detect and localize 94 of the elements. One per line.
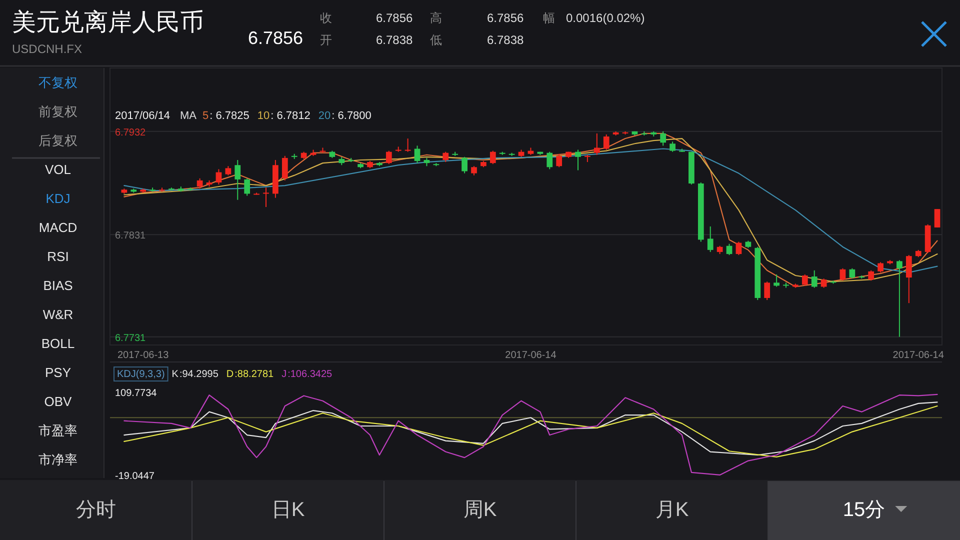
candlestick bbox=[320, 147, 326, 154]
text: 10 bbox=[257, 110, 270, 122]
annotation: : 6.7825 bbox=[210, 110, 250, 122]
text: 周K bbox=[463, 499, 498, 521]
candlestick bbox=[404, 138, 411, 152]
candlestick bbox=[462, 156, 468, 174]
text: 6.7856 bbox=[376, 11, 414, 25]
text: PSY bbox=[44, 365, 72, 380]
legend-title: KDJ(9,3,3) bbox=[117, 369, 165, 380]
candlestick bbox=[386, 150, 392, 165]
text: 6.7838 bbox=[376, 33, 414, 47]
candlestick bbox=[442, 151, 449, 163]
text: KDJ bbox=[46, 191, 70, 206]
annotation: : 6.7800 bbox=[332, 110, 372, 122]
legend-title: MA bbox=[180, 110, 198, 122]
text: MACD bbox=[38, 220, 78, 235]
candlestick bbox=[783, 282, 789, 288]
text: 前复权 bbox=[38, 104, 78, 119]
candlestick bbox=[820, 278, 827, 288]
text: :94.2995 bbox=[179, 369, 219, 380]
y-tick-label: -19.0447 bbox=[115, 471, 155, 482]
candlestick bbox=[594, 132, 600, 156]
candlestick bbox=[707, 226, 714, 252]
candlestick bbox=[736, 241, 742, 256]
text: BOLL bbox=[41, 336, 75, 351]
candlestick bbox=[726, 243, 732, 256]
text: :88.2781 bbox=[234, 369, 274, 380]
x-tick-label: 2017-06-13 bbox=[118, 350, 170, 361]
text: 幅 bbox=[543, 11, 555, 25]
candlestick bbox=[774, 274, 780, 288]
candlestick bbox=[670, 141, 676, 152]
text: 市盈率 bbox=[38, 423, 78, 438]
text: 5 bbox=[202, 110, 209, 122]
y-tick-label: 6.7831 bbox=[115, 230, 146, 242]
candlestick bbox=[849, 268, 856, 280]
text: W&R bbox=[42, 307, 74, 322]
text: 后复权 bbox=[38, 133, 78, 148]
x-tick-label: 2017-06-14 bbox=[505, 350, 557, 361]
candlestick bbox=[906, 254, 912, 304]
y-tick-label: 6.7932 bbox=[115, 127, 146, 138]
x-tick-label: 2017-06-14 bbox=[892, 350, 944, 361]
text: 高 bbox=[430, 11, 442, 25]
candlestick bbox=[575, 149, 581, 171]
text: 15分 bbox=[842, 499, 886, 521]
candlestick bbox=[196, 178, 203, 190]
text: 20 bbox=[318, 110, 331, 122]
candlestick bbox=[282, 155, 288, 181]
annotation: : 6.7812 bbox=[270, 110, 310, 122]
text: 收 bbox=[320, 11, 332, 25]
text: 日K bbox=[271, 499, 306, 521]
y-tick-label: 6.7731 bbox=[115, 332, 146, 344]
candlestick bbox=[878, 262, 884, 273]
candlestick bbox=[811, 270, 818, 288]
candlestick bbox=[840, 268, 846, 282]
candlestick bbox=[660, 130, 666, 146]
text: :106.3425 bbox=[288, 369, 333, 380]
text: RSI bbox=[47, 249, 69, 264]
candlestick bbox=[225, 166, 232, 176]
text: 不复权 bbox=[38, 75, 78, 90]
candlestick bbox=[802, 274, 808, 286]
text: J bbox=[282, 369, 287, 380]
text: K bbox=[172, 369, 179, 380]
text: 0.0016(0.02%) bbox=[566, 11, 645, 25]
text: 分时 bbox=[76, 499, 116, 521]
text: 6.7856 bbox=[487, 11, 524, 25]
candlestick bbox=[414, 145, 420, 164]
candlestick bbox=[868, 270, 874, 282]
candlestick bbox=[556, 153, 562, 168]
candlestick bbox=[934, 208, 940, 228]
chart-subtitle: USDCNH.FX bbox=[12, 42, 82, 56]
candlestick bbox=[546, 151, 553, 170]
candlestick bbox=[263, 187, 269, 208]
candlestick bbox=[603, 134, 610, 150]
text: BIAS bbox=[43, 278, 74, 293]
text: OBV bbox=[44, 394, 72, 409]
text: 开 bbox=[320, 33, 332, 47]
candlestick bbox=[395, 146, 402, 152]
candlestick bbox=[244, 178, 250, 196]
candlestick bbox=[896, 260, 902, 338]
text: 月K bbox=[655, 499, 690, 521]
text: 市净率 bbox=[38, 452, 78, 467]
annotation: 2017/06/14 bbox=[115, 110, 170, 122]
text: 低 bbox=[430, 33, 442, 47]
y-tick-label: 109.7734 bbox=[115, 388, 158, 399]
text: 6.7838 bbox=[487, 33, 524, 47]
candlestick bbox=[471, 166, 477, 176]
text: 6.7856 bbox=[248, 28, 304, 48]
text: VOL bbox=[44, 162, 72, 177]
text: D bbox=[226, 369, 234, 380]
candlestick bbox=[216, 168, 222, 186]
candlestick bbox=[234, 159, 241, 200]
chart-title: 美元兑离岸人民币 bbox=[12, 9, 204, 36]
candlestick bbox=[490, 150, 496, 165]
candlestick bbox=[764, 281, 770, 301]
